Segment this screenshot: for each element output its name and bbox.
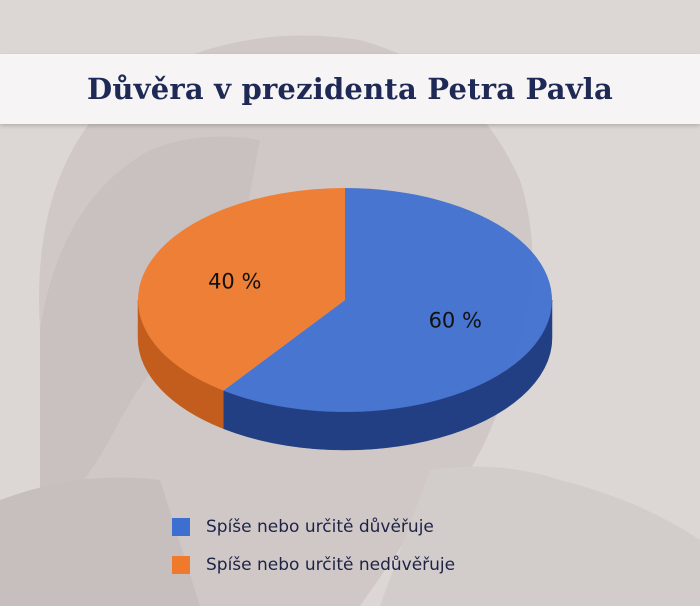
- legend-label-trust: Spíše nebo určitě důvěřuje: [206, 517, 434, 537]
- chart-title: Důvěra v prezidenta Petra Pavla: [87, 72, 613, 106]
- title-bar: [0, 54, 700, 124]
- legend-label-distrust: Spíše nebo určitě nedůvěřuje: [206, 555, 456, 575]
- data-label-distrust: 40 %: [208, 270, 261, 294]
- legend-item-trust: Spíše nebo určitě důvěřuje: [172, 508, 455, 546]
- legend-swatch-distrust: [172, 556, 190, 574]
- pie-slice-trust: [223, 188, 553, 412]
- legend-swatch-trust: [172, 518, 190, 536]
- pie-slice-distrust: [138, 188, 345, 391]
- legend: Spíše nebo určitě důvěřuje Spíše nebo ur…: [172, 508, 455, 584]
- legend-item-distrust: Spíše nebo určitě nedůvěřuje: [172, 546, 455, 584]
- data-label-trust: 60 %: [429, 308, 482, 332]
